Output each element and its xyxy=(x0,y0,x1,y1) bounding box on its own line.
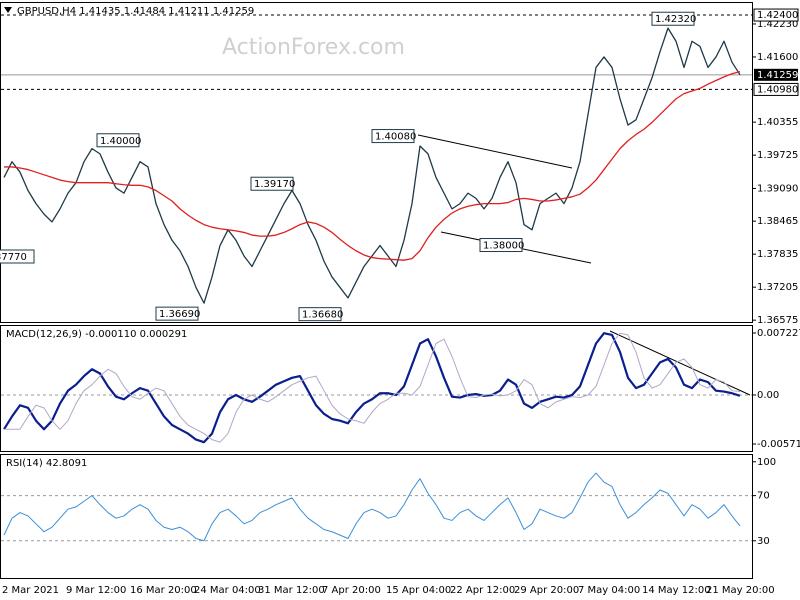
annotation-box xyxy=(651,11,695,26)
series-line xyxy=(3,472,741,542)
x-tick-label: 9 Mar 12:00 xyxy=(66,585,126,596)
y-tick-label: 1.37205 xyxy=(757,282,798,293)
rsi-frame xyxy=(0,454,753,579)
y-tick-label: 0.007227 xyxy=(757,328,800,339)
annotation-label: 1.39170 xyxy=(254,179,295,190)
annotation-label: 1.42320 xyxy=(655,14,696,25)
series-layer xyxy=(1,14,752,542)
x-tick-label: 14 May 12:00 xyxy=(642,585,711,596)
annotation-label: 1.38000 xyxy=(483,241,524,252)
x-tick-label: 7 Apr 20:00 xyxy=(322,585,381,596)
x-tick-label: 22 Apr 12:00 xyxy=(450,585,515,596)
series-line xyxy=(3,27,741,304)
macd-title: MACD(12,26,9) -0.000110 0.000291 xyxy=(6,329,187,340)
menu-triangle xyxy=(4,7,12,13)
annotation-label: 1.36690 xyxy=(159,309,200,320)
y-tick-label: 1.40355 xyxy=(757,117,798,128)
x-tick-label: 7 May 04:00 xyxy=(578,585,640,596)
annotation-box xyxy=(155,306,199,321)
annotation-box xyxy=(96,133,140,148)
x-tick-label: 2 Mar 2021 xyxy=(2,585,59,596)
x-tick-label: 15 Apr 04:00 xyxy=(386,585,451,596)
series-line xyxy=(4,332,741,443)
series-line xyxy=(4,70,741,261)
level-box xyxy=(753,82,799,96)
level-label: 1.42400 xyxy=(757,10,798,21)
y-tick-label: 1.36575 xyxy=(757,315,798,326)
x-tick-label: 31 Mar 12:00 xyxy=(258,585,325,596)
annotation-box xyxy=(250,176,294,191)
annotation-label: 1.36680 xyxy=(302,310,343,321)
current-price-label: 1.41259 xyxy=(757,70,798,81)
trend-line xyxy=(417,134,573,169)
annotation-label: 1.40080 xyxy=(375,132,416,143)
macd-frame xyxy=(0,325,753,452)
y-tick-label: -0.005714 xyxy=(757,439,800,450)
y-tick-label: 100 xyxy=(757,457,776,468)
y-tick-label: 0.00 xyxy=(757,390,779,401)
y-tick-label: 1.42230 xyxy=(757,19,798,30)
y-tick-label: 1.41600 xyxy=(757,52,798,63)
annotation-box xyxy=(479,238,523,253)
annotation-label: 1.40000 xyxy=(100,136,141,147)
annotation-box xyxy=(298,307,342,322)
y-tick-label: 1.38465 xyxy=(757,216,798,227)
annotation-box xyxy=(0,249,35,264)
rsi-title: RSI(14) 42.8091 xyxy=(6,458,87,469)
chart-header: GBPUSD,H4 1.41435 1.41484 1.41211 1.4125… xyxy=(17,6,254,17)
series-line xyxy=(3,332,741,444)
x-tick-label: 21 May 20:00 xyxy=(706,585,775,596)
x-tick-label: 16 Mar 20:00 xyxy=(130,585,197,596)
level-box xyxy=(753,8,799,22)
annotation-box xyxy=(371,129,415,144)
x-tick-label: 29 Apr 20:00 xyxy=(514,585,579,596)
y-tick-label: 70 xyxy=(757,491,770,502)
watermark: ActionForex.com xyxy=(222,35,405,60)
current-box xyxy=(754,68,798,81)
level-label: 1.40980 xyxy=(757,84,798,95)
annotation-label: 37770 xyxy=(0,252,27,263)
y-tick-label: 1.39090 xyxy=(757,183,798,194)
price-frame xyxy=(0,2,753,323)
x-tick-label: 24 Mar 04:00 xyxy=(194,585,261,596)
y-tick-label: 1.39725 xyxy=(757,150,798,161)
y-tick-label: 30 xyxy=(757,536,770,547)
y-tick-label: 1.37835 xyxy=(757,249,798,260)
